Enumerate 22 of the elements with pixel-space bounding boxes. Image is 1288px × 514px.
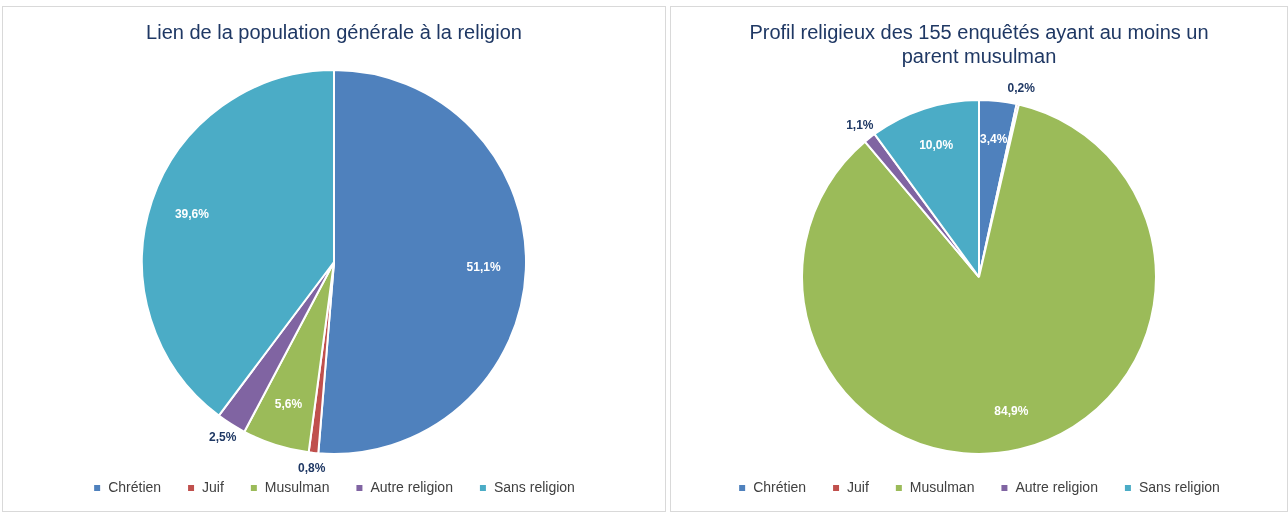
data-label: 5,6%	[274, 396, 303, 411]
data-label: 0,8%	[298, 461, 326, 476]
legend-label: Sans religion	[493, 478, 575, 495]
chart-title: Lien de la population générale à la religion	[146, 20, 522, 43]
legend-label: Musulman	[909, 478, 975, 495]
data-label: 0,2%	[1007, 81, 1036, 95]
chart-title: Profil religieux des 155 enquêtés ayant au moins un parent musulman	[749, 20, 1209, 67]
data-label: 1,1%	[846, 117, 874, 132]
data-label: 2,5%	[209, 430, 237, 445]
legend-label: Autre religion	[370, 478, 453, 495]
legend-label: Juif	[847, 478, 869, 495]
legend-label: Juif	[202, 478, 224, 495]
data-label: 84,9%	[994, 403, 1029, 418]
data-label: 51,1%	[466, 260, 501, 275]
data-label: 3,4%	[980, 132, 1008, 147]
legend-label: Chrétien	[753, 478, 807, 495]
legend-label: Musulman	[264, 478, 330, 495]
data-label: 39,6%	[174, 206, 210, 221]
legend-label: Chrétien	[108, 478, 162, 495]
legend-label: Sans religion	[1138, 478, 1220, 495]
legend-label: Autre religion	[1015, 478, 1098, 495]
data-label: 10,0%	[919, 138, 954, 153]
